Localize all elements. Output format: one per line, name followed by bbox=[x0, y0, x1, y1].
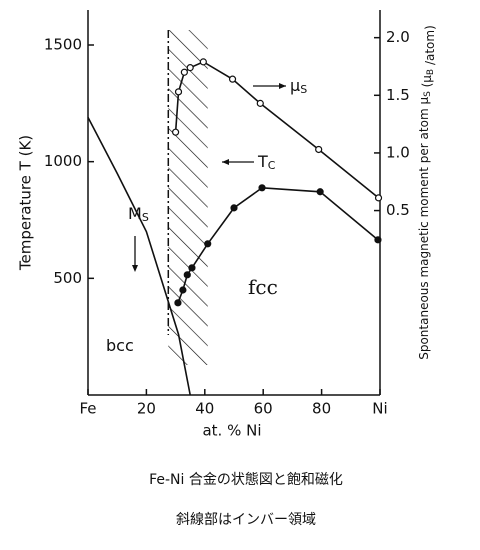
y-tick-label: 1000 bbox=[44, 152, 82, 170]
data-point bbox=[228, 75, 237, 83]
data-point bbox=[316, 188, 324, 196]
data-point bbox=[188, 264, 196, 272]
data-point bbox=[172, 128, 180, 136]
y2-label-part: (μ bbox=[420, 75, 434, 91]
data-point bbox=[174, 88, 183, 96]
data-point bbox=[179, 286, 187, 294]
annotation: MS bbox=[128, 204, 149, 225]
arrowhead bbox=[132, 265, 138, 272]
annotation-sub: C bbox=[268, 159, 276, 172]
x-tick-label: 40 bbox=[195, 400, 214, 418]
data-point bbox=[183, 271, 191, 279]
y2-tick-label: 1.5 bbox=[386, 86, 410, 104]
y2-tick-label: 1.0 bbox=[386, 143, 410, 161]
data-point bbox=[174, 299, 182, 307]
annotation-text: μ bbox=[290, 76, 300, 95]
caption: 斜線部はインバー領域 bbox=[176, 511, 316, 528]
annotation: bcc bbox=[106, 336, 134, 355]
data-point bbox=[230, 204, 238, 212]
y2-label-part: /atom) bbox=[423, 25, 437, 69]
y2-label-part: B bbox=[426, 69, 436, 75]
y2-axis-label: Spontaneous magnetic moment per atom μS … bbox=[417, 25, 437, 360]
y2-label-part: Spontaneous magnetic moment per atom μ bbox=[417, 97, 431, 360]
annotation-text: bcc bbox=[106, 336, 134, 355]
y2-label-part: S bbox=[423, 91, 433, 97]
x-tick-label: 80 bbox=[312, 400, 331, 418]
data-point bbox=[199, 58, 207, 66]
invar-region bbox=[168, 30, 208, 365]
y-tick-label: 1500 bbox=[44, 36, 82, 54]
x-tick-label: Fe bbox=[79, 400, 96, 418]
data-point bbox=[204, 240, 212, 248]
y2-tick-label: 2.0 bbox=[386, 28, 410, 46]
y-tick-label: 500 bbox=[53, 269, 82, 287]
arrowhead bbox=[222, 159, 229, 165]
data-point bbox=[374, 236, 382, 244]
annotation-text: T bbox=[257, 152, 268, 171]
series-line bbox=[87, 116, 191, 396]
caption: Fe-Ni 合金の状態図と飽和磁化 bbox=[149, 471, 343, 488]
x-tick-label: Ni bbox=[372, 400, 387, 418]
data-point bbox=[180, 68, 188, 76]
annotation-text: fcc bbox=[248, 275, 278, 299]
annotation: μS bbox=[290, 76, 307, 97]
annotation: TC bbox=[257, 152, 276, 173]
data-point bbox=[315, 145, 323, 154]
annotation: fcc bbox=[248, 275, 278, 299]
data-point bbox=[256, 99, 264, 107]
data-point bbox=[374, 194, 383, 202]
x-axis-label: at. % Ni bbox=[202, 422, 261, 440]
data-point bbox=[258, 184, 266, 192]
y-axis-label: Temperature T (K) bbox=[17, 135, 35, 271]
data-point bbox=[186, 64, 194, 72]
x-tick-label: 20 bbox=[137, 400, 156, 418]
x-tick-label: 60 bbox=[254, 400, 273, 418]
y2-tick-label: 0.5 bbox=[386, 201, 410, 219]
arrowhead bbox=[279, 83, 286, 89]
annotation-text: M bbox=[128, 204, 142, 223]
annotation-sub: S bbox=[300, 83, 307, 96]
annotation-sub: S bbox=[142, 211, 149, 224]
